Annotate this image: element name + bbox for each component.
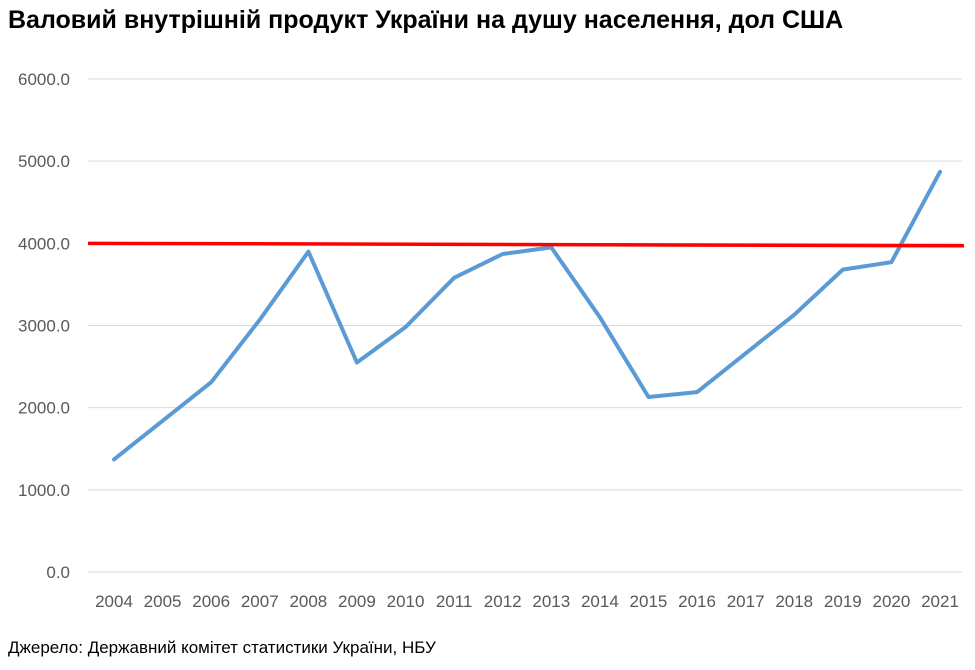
x-tick-label: 2011 [436, 592, 473, 611]
x-tick-label: 2005 [144, 592, 182, 611]
x-tick-label: 2018 [775, 592, 813, 611]
chart-title: Валовий внутрішній продукт України на ду… [8, 6, 844, 34]
x-tick-label: 2009 [338, 592, 376, 611]
y-tick-label: 5000.0 [18, 152, 70, 171]
source-note: Джерело: Державний комітет статистики Ук… [8, 638, 436, 657]
y-axis-ticks: 0.0 1000.0 2000.0 3000.0 4000.0 5000.0 6000.0 [18, 70, 70, 582]
x-axis-ticks: 2004 2005 2006 2007 2008 2009 2010 2011 2012 2013… [95, 592, 959, 611]
gridlines [88, 78, 962, 573]
x-tick-label: 2019 [824, 592, 862, 611]
x-tick-label: 2008 [289, 592, 327, 611]
y-tick-label: 3000.0 [18, 317, 70, 336]
x-tick-label: 2010 [387, 592, 425, 611]
y-tick-label: 6000.0 [18, 70, 70, 89]
x-tick-label: 2021 [921, 592, 959, 611]
reference-line [87, 241, 965, 248]
x-tick-label: 2007 [241, 592, 279, 611]
y-tick-label: 2000.0 [18, 399, 70, 418]
gdp-series-line [112, 169, 942, 462]
reference-line-layer [87, 241, 965, 248]
x-tick-label: 2004 [95, 592, 133, 611]
x-tick-label: 2017 [727, 592, 765, 611]
y-tick-label: 1000.0 [18, 481, 70, 500]
y-tick-label: 4000.0 [18, 234, 70, 253]
x-tick-label: 2014 [581, 592, 619, 611]
y-tick-label: 0.0 [46, 563, 70, 582]
x-tick-label: 2016 [678, 592, 716, 611]
x-tick-label: 2020 [872, 592, 910, 611]
x-tick-label: 2015 [630, 592, 668, 611]
x-tick-label: 2013 [532, 592, 570, 611]
series-lines [112, 169, 942, 462]
x-tick-label: 2012 [484, 592, 522, 611]
x-tick-label: 2006 [192, 592, 230, 611]
